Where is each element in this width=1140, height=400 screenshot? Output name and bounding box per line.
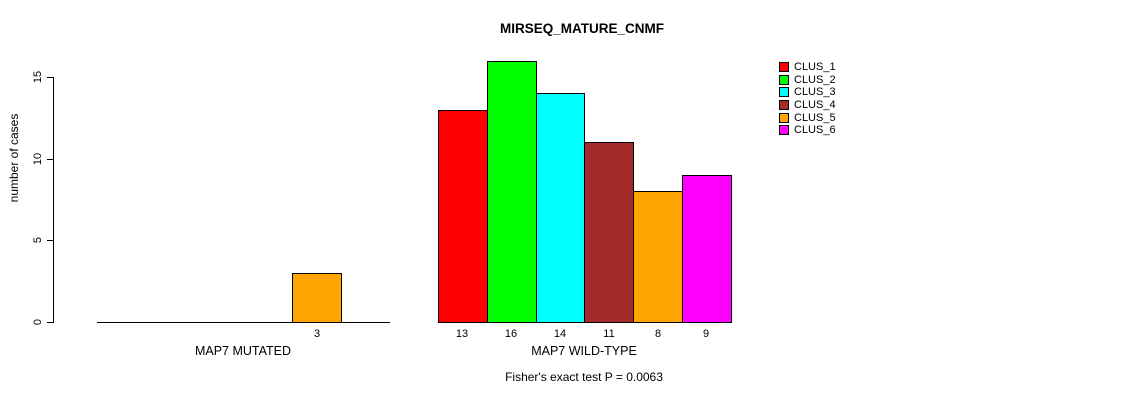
bar-value-label: 9 (702, 328, 710, 340)
y-axis-line (53, 77, 54, 323)
y-axis-label: number of cases (7, 113, 21, 203)
bar-value-label: 13 (455, 328, 469, 340)
legend-item-clus_4: CLUS_4 (779, 99, 836, 112)
y-axis-tick (47, 159, 53, 160)
y-axis-tick-label: 5 (32, 236, 44, 244)
legend-swatch-clus_6 (779, 125, 789, 136)
y-axis-tick (47, 240, 53, 241)
legend-label: CLUS_1 (794, 61, 836, 74)
legend-item-clus_1: CLUS_1 (779, 61, 836, 74)
y-axis-tick-label: 15 (32, 70, 44, 84)
legend: CLUS_1 CLUS_2 CLUS_3 CLUS_4 CLUS_5 CLUS_6 (779, 61, 836, 137)
legend-swatch-clus_2 (779, 74, 789, 85)
legend-label: CLUS_4 (794, 99, 836, 112)
legend-label: CLUS_6 (794, 124, 836, 137)
y-axis-tick-label: 0 (32, 318, 44, 326)
bar-map7-wild-type-clus_3 (536, 93, 585, 323)
bar-map7-mutated-clus_5 (292, 273, 342, 323)
legend-label: CLUS_2 (794, 73, 836, 86)
legend-item-clus_2: CLUS_2 (779, 74, 836, 87)
bar-map7-wild-type-clus_2 (487, 61, 537, 323)
legend-item-clus_6: CLUS_6 (779, 124, 836, 137)
bar-map7-wild-type-clus_1 (438, 110, 488, 323)
legend-swatch-clus_5 (779, 112, 789, 123)
y-axis-tick-label: 10 (32, 152, 44, 166)
y-axis-tick (47, 77, 53, 78)
legend-item-clus_3: CLUS_3 (779, 86, 836, 99)
legend-label: CLUS_3 (794, 86, 836, 99)
bar-value-label: 3 (313, 328, 321, 340)
bar-value-label: 14 (553, 328, 567, 340)
fisher-test-annotation: Fisher's exact test P = 0.0063 (505, 370, 663, 384)
bar-value-label: 11 (603, 328, 615, 340)
group-baseline (97, 322, 390, 323)
legend-label: CLUS_5 (794, 111, 836, 124)
bar-map7-wild-type-clus_6 (682, 175, 732, 323)
legend-swatch-clus_3 (779, 87, 789, 98)
bar-map7-wild-type-clus_5 (633, 191, 683, 323)
group-label-map7-mutated: MAP7 MUTATED (194, 344, 292, 358)
group-label-map7-wild-type: MAP7 WILD-TYPE (531, 344, 637, 358)
legend-swatch-clus_1 (779, 62, 789, 73)
bar-map7-wild-type-clus_4 (584, 142, 634, 323)
bar-value-label: 8 (654, 328, 662, 340)
chart-title: MIRSEQ_MATURE_CNMF (499, 21, 665, 36)
legend-item-clus_5: CLUS_5 (779, 111, 836, 124)
y-axis-tick (47, 322, 53, 323)
bar-value-label: 16 (504, 328, 518, 340)
legend-swatch-clus_4 (779, 100, 789, 111)
